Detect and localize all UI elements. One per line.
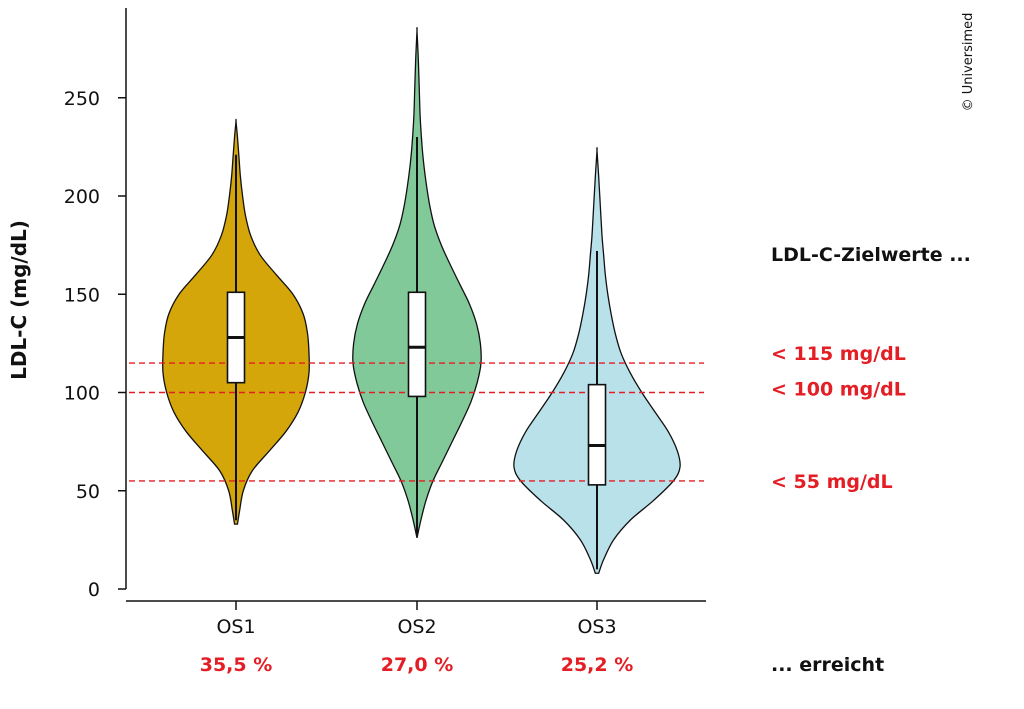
x-tick-label: OS2 (397, 616, 436, 638)
reference-label-115: < 115 mg/dL (771, 343, 906, 365)
y-tick-label: 250 (64, 88, 100, 110)
y-tick-label: 200 (64, 186, 100, 208)
achieved-note: ... erreicht (771, 654, 884, 676)
reference-lines: < 115 mg/dL < 100 mg/dL < 55 mg/dL (129, 343, 906, 493)
reference-label-100: < 100 mg/dL (771, 379, 906, 401)
reference-label-55: < 55 mg/dL (771, 471, 893, 493)
percentage-label: 35,5 % (200, 654, 273, 676)
percentage-label: 25,2 % (561, 654, 634, 676)
labels: 35,5 % 27,0 % 25,2 % (200, 654, 634, 676)
boxplots (226, 137, 607, 570)
target-values-title: LDL-C-Zielwerte ... (771, 244, 971, 266)
y-tick-label: 0 (88, 579, 100, 601)
y-tick-label: 100 (64, 383, 100, 405)
copyright-text: © Universimed (961, 13, 976, 112)
box-os2 (407, 291, 427, 398)
x-tick-label: OS3 (577, 616, 616, 638)
x-tick-label: OS1 (216, 616, 255, 638)
percentage-label: 27,0 % (381, 654, 454, 676)
box-os3 (587, 383, 607, 486)
y-tick-label: 150 (64, 284, 100, 306)
y-tick-label: 50 (76, 481, 100, 503)
y-axis-label: LDL-C (mg/dL) (7, 220, 31, 380)
axes: 0 50 100 150 200 250 OS1 OS2 OS3 (64, 8, 706, 638)
